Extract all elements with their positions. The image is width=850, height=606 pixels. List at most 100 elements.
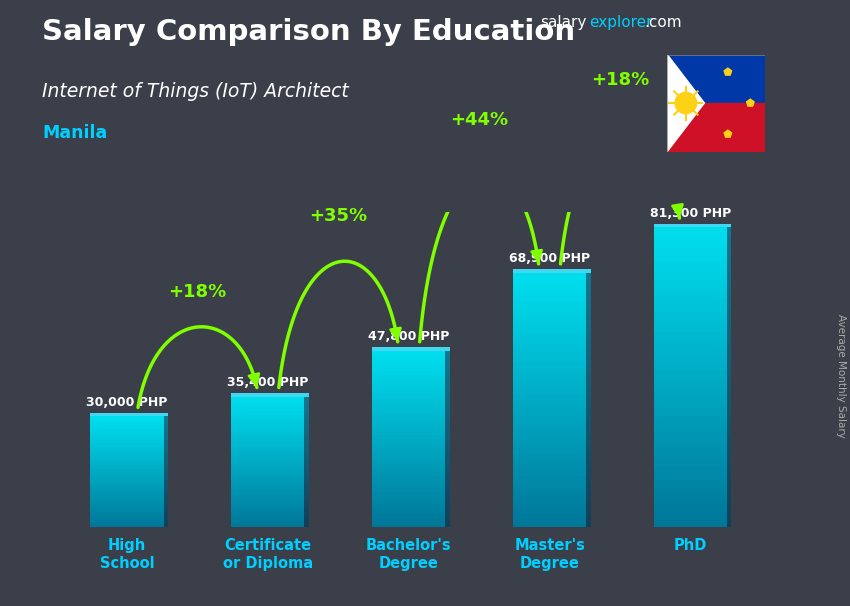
Bar — [304, 468, 309, 470]
Bar — [90, 488, 164, 490]
Bar — [231, 460, 304, 462]
Bar — [164, 441, 168, 443]
Bar — [445, 514, 450, 516]
Bar — [90, 430, 164, 431]
Bar — [654, 328, 727, 332]
Bar — [304, 525, 309, 527]
Bar — [513, 276, 586, 279]
Bar — [372, 437, 445, 439]
Bar — [654, 377, 727, 381]
Bar — [372, 481, 445, 483]
Bar — [90, 502, 164, 504]
Bar — [445, 472, 450, 474]
Bar — [445, 435, 450, 437]
Bar — [231, 518, 304, 519]
Bar — [90, 441, 164, 443]
Bar — [654, 479, 727, 482]
Bar — [164, 454, 168, 455]
Bar — [372, 390, 445, 393]
Bar — [372, 468, 445, 470]
Bar — [445, 501, 450, 503]
Bar — [513, 416, 586, 419]
Bar — [231, 503, 304, 504]
Bar — [445, 465, 450, 468]
Bar — [727, 355, 732, 358]
Bar — [372, 483, 445, 485]
Bar — [727, 486, 732, 490]
Bar — [654, 448, 727, 452]
Bar — [445, 393, 450, 395]
Bar — [727, 295, 732, 298]
Bar — [727, 313, 732, 317]
Bar — [372, 499, 445, 501]
Bar — [513, 295, 586, 298]
Bar — [513, 518, 586, 521]
Bar — [304, 503, 309, 504]
Bar — [513, 321, 586, 324]
Bar — [90, 469, 164, 470]
Bar — [231, 490, 304, 491]
Bar — [164, 513, 168, 514]
Bar — [654, 351, 727, 355]
Bar — [727, 404, 732, 407]
Bar — [90, 493, 164, 494]
Bar — [231, 465, 304, 467]
Bar — [586, 362, 591, 365]
Bar — [445, 476, 450, 479]
Bar — [164, 440, 168, 441]
Bar — [445, 404, 450, 406]
Bar — [304, 396, 309, 398]
Bar — [231, 415, 304, 416]
Bar — [513, 428, 586, 432]
Text: +18%: +18% — [168, 282, 227, 301]
Bar — [513, 318, 586, 321]
Bar — [586, 407, 591, 410]
Bar — [513, 390, 586, 394]
Bar — [372, 487, 445, 490]
Bar — [513, 349, 586, 352]
Bar — [513, 514, 586, 518]
Text: 81,300 PHP: 81,300 PHP — [649, 207, 731, 219]
Bar — [372, 470, 445, 472]
Bar — [231, 408, 304, 410]
Bar — [513, 302, 586, 305]
Bar — [304, 455, 309, 457]
Bar — [372, 353, 445, 355]
Bar — [164, 519, 168, 521]
Bar — [164, 507, 168, 508]
Bar — [304, 493, 309, 494]
Bar — [372, 461, 445, 463]
Bar — [513, 359, 586, 362]
Bar — [513, 330, 586, 333]
Bar — [586, 479, 591, 483]
Bar — [90, 498, 164, 499]
Bar — [164, 497, 168, 498]
Bar — [727, 516, 732, 520]
Bar — [586, 349, 591, 352]
Bar — [164, 469, 168, 470]
Bar — [372, 424, 445, 426]
Bar — [372, 386, 445, 388]
Bar — [513, 397, 586, 400]
Text: salary: salary — [540, 15, 586, 30]
Bar — [90, 419, 164, 421]
Bar — [654, 430, 727, 433]
Bar — [231, 521, 304, 522]
Bar — [372, 379, 445, 382]
Bar — [445, 468, 450, 470]
Bar — [164, 504, 168, 505]
Bar — [586, 327, 591, 330]
Bar — [654, 332, 727, 336]
Text: Average Monthly Salary: Average Monthly Salary — [836, 314, 846, 438]
Bar — [372, 399, 445, 402]
Bar — [90, 461, 164, 462]
Bar — [164, 470, 168, 472]
Bar — [164, 523, 168, 524]
Bar — [90, 440, 164, 441]
Bar — [90, 421, 164, 422]
Bar — [164, 439, 168, 440]
Bar — [231, 513, 304, 514]
Bar — [304, 490, 309, 491]
Bar — [231, 485, 304, 487]
Bar — [372, 384, 445, 386]
